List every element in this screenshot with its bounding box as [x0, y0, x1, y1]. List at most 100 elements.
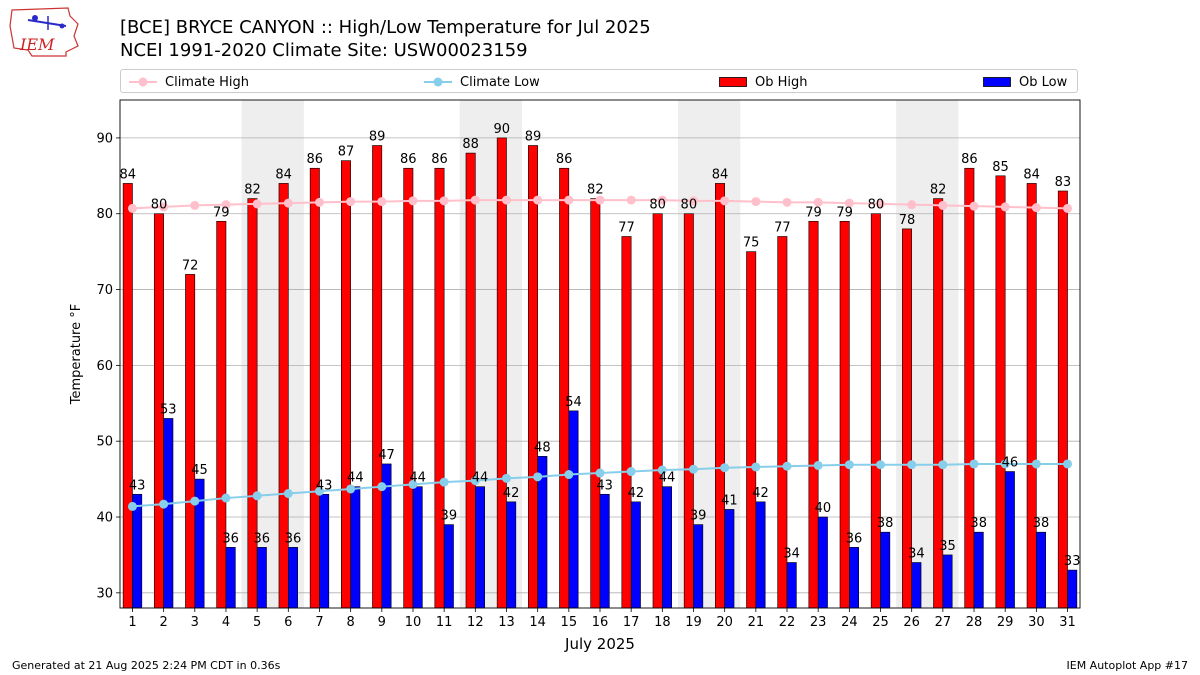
point-climate-high [969, 201, 979, 211]
point-climate-high [501, 195, 511, 205]
data-label-ob-high: 82 [587, 183, 604, 198]
data-label-ob-high: 78 [899, 213, 916, 228]
chart-legend: Climate High Climate Low Ob High Ob Low [120, 69, 1078, 93]
data-label-ob-high: 83 [1055, 175, 1072, 190]
point-climate-high [190, 200, 200, 210]
data-label-ob-high: 80 [151, 198, 168, 213]
plot-frame [119, 99, 1081, 609]
data-label-ob-high: 79 [836, 205, 853, 220]
legend-item-climate-high: Climate High [129, 73, 249, 91]
bar-ob-high [808, 221, 819, 609]
x-tick-label: 6 [284, 615, 292, 630]
bar-ob-low [288, 547, 298, 609]
bar-ob-low [973, 531, 984, 609]
bar-ob-low [506, 501, 517, 609]
point-climate-high [533, 195, 543, 205]
point-climate-low [876, 460, 886, 470]
data-label-ob-low: 34 [908, 547, 925, 562]
point-climate-high [377, 197, 387, 207]
data-label-ob-high: 90 [494, 122, 511, 137]
point-climate-high [1000, 202, 1010, 212]
bar-ob-high [839, 221, 850, 609]
bar-ob-high [559, 167, 570, 609]
chart-subtitle: NCEI 1991-2020 Climate Site: USW00023159 [120, 40, 528, 61]
data-label-ob-high: 72 [182, 258, 199, 273]
data-label-ob-low: 40 [815, 501, 832, 516]
x-tick-label: 11 [436, 615, 453, 630]
point-climate-high [159, 202, 169, 212]
y-tick-label: 40 [96, 511, 113, 526]
bar-ob-low [132, 493, 143, 609]
bar-ob-low [880, 531, 891, 609]
point-climate-low [626, 467, 636, 477]
data-label-ob-high: 82 [244, 183, 261, 198]
data-label-ob-low: 36 [285, 531, 302, 546]
x-tick-label: 13 [498, 615, 515, 630]
legend-label-climate-high: Climate High [165, 74, 250, 90]
legend-swatch-ob-high [719, 77, 747, 87]
bar-ob-low [630, 501, 641, 609]
data-label-ob-low: 48 [534, 440, 551, 455]
point-climate-high [657, 195, 667, 205]
iem-logo: IEM [9, 7, 79, 57]
point-climate-low [1031, 459, 1041, 469]
legend-label-ob-low: Ob Low [1019, 74, 1068, 90]
point-climate-low [470, 476, 480, 486]
data-label-ob-high: 86 [431, 152, 448, 167]
data-label-ob-low: 35 [939, 539, 956, 554]
point-climate-low [127, 501, 137, 511]
x-tick-label: 22 [779, 615, 796, 630]
data-label-ob-low: 39 [690, 509, 707, 524]
y-axis-label: Temperature °F [69, 304, 84, 405]
data-label-ob-low: 54 [565, 395, 582, 410]
x-tick-label: 28 [966, 615, 983, 630]
bar-ob-low [1004, 471, 1015, 609]
bar-ob-low [599, 493, 610, 609]
bar-ob-low [163, 418, 174, 609]
x-tick-label: 16 [592, 615, 609, 630]
data-label-ob-high: 87 [338, 145, 355, 160]
point-climate-high [813, 197, 823, 207]
data-label-ob-low: 53 [160, 402, 177, 417]
data-label-ob-high: 84 [275, 167, 292, 182]
point-climate-low [751, 462, 761, 472]
x-tick-label: 17 [623, 615, 640, 630]
point-climate-high [470, 195, 480, 205]
bar-ob-high [995, 175, 1006, 609]
bar-ob-high [216, 221, 227, 609]
x-tick-label: 7 [315, 615, 323, 630]
point-climate-low [595, 468, 605, 478]
data-label-ob-low: 44 [347, 471, 364, 486]
data-label-ob-high: 84 [120, 167, 137, 182]
point-climate-high [595, 195, 605, 205]
data-label-ob-high: 75 [743, 236, 760, 251]
legend-swatch-climate-high [129, 77, 157, 87]
data-label-ob-low: 33 [1064, 554, 1081, 569]
y-tick-label: 60 [96, 359, 113, 374]
x-tick-label: 10 [405, 615, 422, 630]
data-label-ob-high: 86 [307, 152, 324, 167]
data-label-ob-high: 79 [213, 205, 230, 220]
bar-ob-high [403, 167, 414, 609]
x-tick-label: 31 [1059, 615, 1076, 630]
data-label-ob-low: 38 [970, 516, 987, 531]
data-label-ob-high: 84 [1023, 167, 1040, 182]
data-label-ob-high: 89 [525, 129, 542, 144]
legend-label-ob-high: Ob High [755, 74, 808, 90]
point-climate-high [564, 195, 574, 205]
x-tick-label: 27 [935, 615, 952, 630]
x-tick-label: 3 [191, 615, 199, 630]
data-label-ob-high: 79 [805, 205, 822, 220]
bar-ob-low [225, 547, 236, 609]
point-climate-high [221, 200, 231, 210]
bar-ob-high [185, 274, 196, 609]
data-label-ob-low: 36 [846, 531, 863, 546]
chart-title: [BCE] BRYCE CANYON :: High/Low Temperatu… [120, 17, 651, 38]
data-label-ob-low: 44 [409, 471, 426, 486]
y-tick-label: 50 [96, 435, 113, 450]
bar-ob-low [350, 486, 361, 609]
data-label-ob-high: 77 [618, 220, 635, 235]
point-climate-high [844, 198, 854, 208]
bar-ob-high [496, 137, 507, 609]
